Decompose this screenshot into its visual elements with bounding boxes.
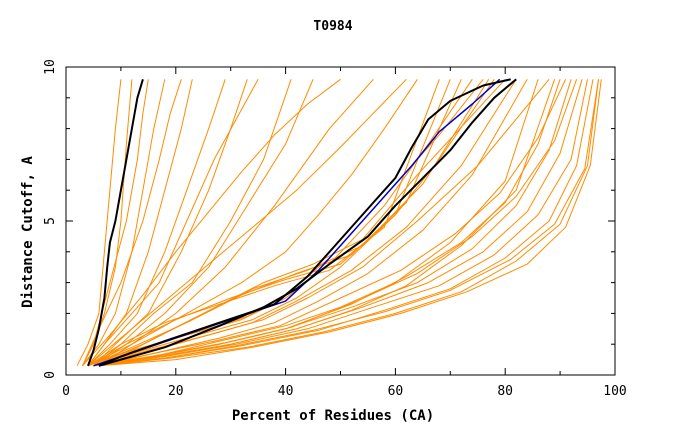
x-axis-label: Percent of Residues (CA) <box>232 408 434 424</box>
series-line-orange-right-08 <box>93 79 578 367</box>
y-tick-label: 0 <box>43 371 58 379</box>
x-tick-label: 60 <box>388 384 404 399</box>
y-ticks: 0 5 10 <box>43 59 615 379</box>
series-line-orange-plateau-03 <box>87 79 462 367</box>
x-tick-label: 0 <box>62 384 70 399</box>
series-line-orange-right-09 <box>98 79 599 367</box>
plot-lines <box>76 78 602 367</box>
series-line-orange-mid-02 <box>93 79 495 367</box>
y-tick-label: 5 <box>43 217 58 225</box>
series-line-black-lower <box>98 78 517 367</box>
y-axis-label: Distance Cutoff, A <box>20 156 36 308</box>
x-tick-label: 80 <box>497 384 513 399</box>
x-tick-label: 100 <box>603 384 626 399</box>
chart-title: T0984 <box>313 19 352 34</box>
series-line-orange-right-03 <box>93 79 583 367</box>
series-line-orange-plateau-05 <box>93 78 506 367</box>
x-tick-label: 40 <box>278 384 294 399</box>
series-line-orange-steep-08 <box>87 79 259 367</box>
y-tick-label: 10 <box>43 59 58 75</box>
series-line-black-upper <box>98 78 511 367</box>
series-line-orange-cross-03 <box>82 78 341 367</box>
series-line-orange-cross-01 <box>87 79 418 367</box>
series-line-orange-right-07 <box>98 79 602 367</box>
series-line-orange-steep-05 <box>87 79 226 367</box>
series-line-orange-steep-07 <box>82 79 149 367</box>
x-tick-label: 20 <box>168 384 184 399</box>
series-line-orange-cross-02 <box>87 78 407 367</box>
series-line-orange-plateau-01 <box>87 79 440 367</box>
series-line-orange-right-06 <box>98 79 599 367</box>
series-line-orange-steep-01 <box>76 79 122 367</box>
series-line-orange-mid-04 <box>98 79 528 367</box>
series-line-orange-right-10 <box>93 79 567 367</box>
x-ticks: 0 20 40 60 80 100 <box>62 67 627 399</box>
series-line-orange-right-04 <box>98 79 588 367</box>
series-line-black-left <box>87 79 144 367</box>
